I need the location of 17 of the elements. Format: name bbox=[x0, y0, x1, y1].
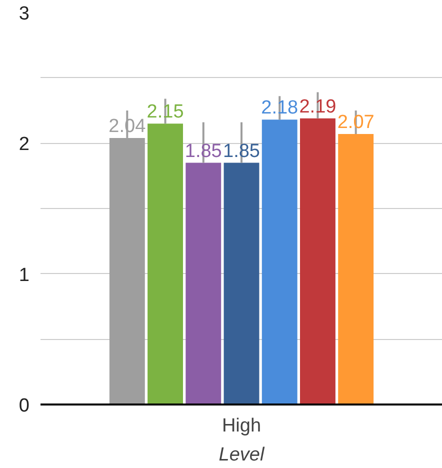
data-label: 2.15 bbox=[146, 102, 184, 123]
y-tick-label: 2 bbox=[18, 134, 30, 156]
data-label: 2.07 bbox=[337, 112, 374, 134]
bar bbox=[338, 134, 374, 404]
bar bbox=[300, 118, 336, 404]
data-label: 2.18 bbox=[261, 98, 298, 119]
bar bbox=[224, 162, 260, 404]
data-label: 2.19 bbox=[299, 96, 336, 118]
data-label: 1.85 bbox=[223, 140, 260, 162]
bar bbox=[148, 124, 183, 404]
bar bbox=[186, 162, 222, 404]
x-tick-label: High bbox=[222, 416, 262, 436]
bar bbox=[262, 120, 298, 404]
y-tick-label: 3 bbox=[18, 4, 30, 24]
x-axis-title: Level bbox=[218, 444, 265, 466]
y-tick-label: 0 bbox=[18, 396, 30, 416]
y-tick-label: 1 bbox=[18, 264, 30, 286]
